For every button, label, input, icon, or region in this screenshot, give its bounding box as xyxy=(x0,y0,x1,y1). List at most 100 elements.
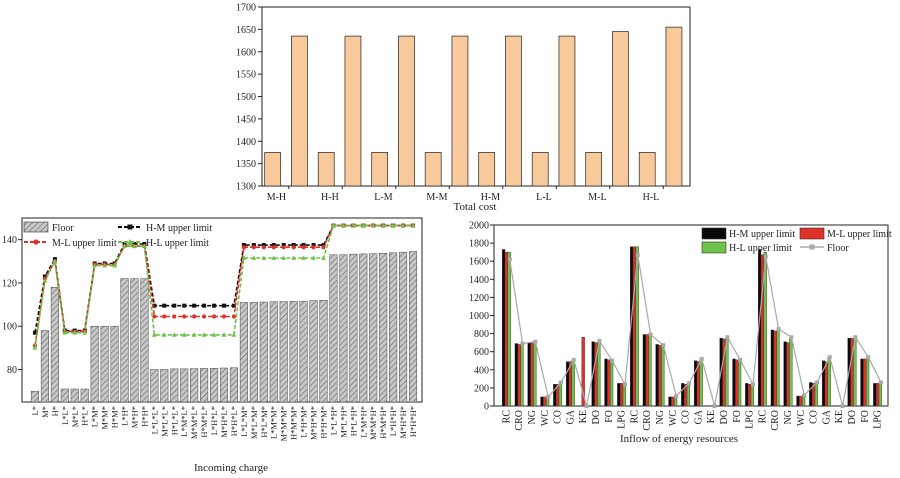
floor-bar xyxy=(389,252,398,403)
y-tick-label: 1600 xyxy=(469,257,489,268)
x-tick-label: M*L*M* xyxy=(249,406,259,439)
x-tick-label: M*L*H* xyxy=(338,406,348,438)
hl-marker xyxy=(72,330,78,335)
hl-marker xyxy=(171,332,177,337)
x-tick-label: M*L*L* xyxy=(159,406,169,437)
inflow-bar xyxy=(686,383,691,407)
inflow-bar xyxy=(622,383,627,407)
floor-bar xyxy=(279,301,288,403)
x-tick-label: L*L*M* xyxy=(239,406,249,437)
x-tick-label: M*H*L* xyxy=(219,406,229,438)
inflow-bar xyxy=(809,382,813,407)
hl-marker xyxy=(281,255,287,260)
y-tick-label: 1200 xyxy=(469,293,489,304)
floor-bar xyxy=(210,367,219,403)
ml-marker xyxy=(291,245,296,250)
x-tick-label: LPG xyxy=(745,410,756,429)
hl-marker xyxy=(301,255,306,260)
inflow-bar xyxy=(635,246,639,407)
hl-marker xyxy=(390,222,396,228)
x-tick-label: H*L* xyxy=(80,406,90,426)
floor-marker xyxy=(840,404,845,408)
ml-marker xyxy=(192,314,197,319)
y-tick-label: 1800 xyxy=(469,239,489,250)
y-tick-label: 1650 xyxy=(236,25,256,36)
total-cost-plot-area: 1300 1350 1400 1450 1500 1550 1600 1650 1700 M-H H… xyxy=(236,3,691,203)
floor-marker xyxy=(520,341,525,346)
floor-bar xyxy=(80,388,89,403)
y-tick-label: 1400 xyxy=(469,275,489,286)
floor-bar xyxy=(339,254,348,403)
x-tick-label: H*M* xyxy=(110,406,120,428)
inflow-bar xyxy=(770,329,774,407)
inflow-bar xyxy=(581,337,585,407)
legend-floor-label: Floor xyxy=(52,223,74,234)
inflow-bar xyxy=(530,342,534,407)
inflow-bar xyxy=(507,251,511,407)
inflow-bar xyxy=(617,383,621,407)
x-tick-label: GA xyxy=(565,409,576,424)
floor-marker xyxy=(802,393,807,398)
x-tick-label: DO xyxy=(591,410,602,424)
x-tick-label: L*H*M* xyxy=(299,406,309,438)
x-tick-label: RC xyxy=(757,410,768,424)
cost-bar xyxy=(451,35,469,187)
incoming-charge-x-axis-label: Incoming charge xyxy=(194,462,268,474)
inflow-bar xyxy=(642,334,646,407)
inflow-bar xyxy=(604,358,608,407)
floor-bar xyxy=(408,251,418,403)
energy-inflow-legend: H-M upper limit M-L upper limit H-L uppe… xyxy=(701,227,892,254)
floor-bar xyxy=(309,300,318,403)
floor-marker xyxy=(648,332,653,337)
cost-bar xyxy=(612,31,629,187)
legend-ml-swatch xyxy=(799,227,825,240)
y-tick-label: 1400 xyxy=(236,137,256,148)
ml-marker xyxy=(251,245,256,250)
floor-bar xyxy=(160,369,169,403)
legend-hl-swatch xyxy=(701,241,727,254)
x-tick-label: CRO xyxy=(770,410,781,431)
x-tick-label: H*H*H* xyxy=(408,406,418,437)
ml-marker xyxy=(162,314,167,319)
incoming-charge-legend: Floor H-M upper limit M-L upper limit H-… xyxy=(23,221,212,249)
floor-marker xyxy=(533,339,538,344)
y-tick-label: 2000 xyxy=(469,221,489,232)
x-tick-label: H*M*L* xyxy=(199,406,209,438)
floor-bar xyxy=(140,278,149,403)
hl-marker xyxy=(350,222,356,228)
floor-bar xyxy=(229,367,238,403)
x-tick-label: M-M xyxy=(426,192,447,203)
floor-marker xyxy=(558,380,563,385)
floor-bar xyxy=(219,367,229,403)
floor-marker xyxy=(686,381,691,386)
inflow-bar xyxy=(504,251,509,407)
floor-bar xyxy=(379,253,388,403)
cost-bar xyxy=(478,152,496,187)
inflow-bar xyxy=(875,383,880,407)
y-tick-label: 600 xyxy=(474,347,489,358)
hm-marker xyxy=(42,274,47,279)
x-tick-label: L*L*H* xyxy=(328,406,338,435)
floor-marker xyxy=(712,404,717,408)
inflow-bar xyxy=(738,359,742,407)
x-tick-label: CRO xyxy=(642,410,653,431)
hl-marker xyxy=(331,222,336,228)
hm-marker xyxy=(301,243,306,248)
x-tick-label: KE xyxy=(834,410,845,423)
x-tick-label: GA xyxy=(821,409,832,424)
floor-marker xyxy=(610,358,615,363)
y-tick-label: 1350 xyxy=(236,159,256,170)
floor-marker xyxy=(661,343,666,348)
inflow-bar xyxy=(571,359,575,407)
floor-bar xyxy=(239,302,248,403)
legend-floor-swatch xyxy=(23,221,49,233)
ml-marker xyxy=(172,314,177,319)
x-tick-label: RC xyxy=(629,410,640,424)
inflow-bar xyxy=(514,343,518,407)
floor-bar xyxy=(249,302,258,403)
inflow-bar xyxy=(543,396,547,407)
y-tick-label: 100 xyxy=(2,322,17,333)
y-tick-label: 400 xyxy=(474,365,489,376)
x-tick-label: CRO xyxy=(514,410,525,431)
